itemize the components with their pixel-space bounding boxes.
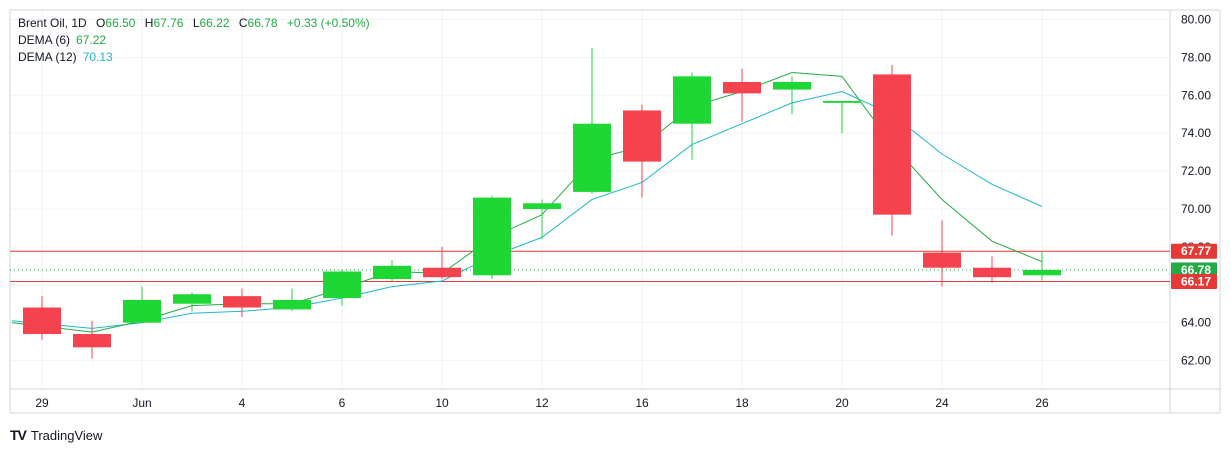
candle-body (23, 307, 61, 335)
price-level-label: 67.77 (1181, 244, 1211, 258)
candle-body (523, 203, 561, 209)
x-tick-label: 29 (35, 396, 49, 410)
brand-name: TradingView (30, 427, 103, 443)
candle-body (1023, 269, 1061, 276)
legend-c-label: C (238, 16, 248, 30)
y-tick-label: 64.00 (1181, 316, 1211, 330)
x-tick-label: 20 (835, 396, 849, 410)
candle-body (273, 299, 311, 310)
x-tick-label: 26 (1035, 396, 1049, 410)
y-tick-label: 72.00 (1181, 164, 1211, 178)
legend-o-value: 66.50 (105, 16, 136, 30)
x-tick-label: 24 (935, 396, 949, 410)
x-tick-label: 10 (435, 396, 449, 410)
price-level-badge (1171, 243, 1217, 259)
candle-body (673, 76, 711, 124)
legend-dema12-label: DEMA (12) (18, 50, 77, 64)
y-tick-label: 78.00 (1181, 50, 1211, 64)
candle-body (73, 334, 111, 348)
candle-body (173, 294, 211, 304)
legend-h-value: 67.76 (153, 16, 184, 30)
x-tick-label: 4 (239, 396, 246, 410)
candle-body (623, 110, 661, 162)
chart-legend: Brent Oil, 1D O66.50 H67.76 L66.22 C66.7… (18, 15, 370, 66)
candle-body (573, 123, 611, 192)
legend-l-label: L (192, 16, 200, 30)
legend-dema12-value: 70.13 (82, 50, 113, 64)
legend-symbol: Brent Oil, 1D (18, 16, 87, 30)
x-tick-label: 16 (635, 396, 649, 410)
legend-ohlc-row: Brent Oil, 1D O66.50 H67.76 L66.22 C66.7… (18, 15, 370, 32)
y-tick-label: 76.00 (1181, 88, 1211, 102)
x-tick-label: 12 (535, 396, 549, 410)
legend-h-label: H (144, 16, 154, 30)
candle-body (873, 74, 911, 215)
candle-body (373, 265, 411, 280)
legend-l-value: 66.22 (199, 16, 230, 30)
y-tick-label: 80.00 (1181, 12, 1211, 26)
candle-body (423, 267, 461, 278)
candle-body (723, 82, 761, 94)
price-level-badge (1171, 262, 1217, 278)
x-tick-label: 18 (735, 396, 749, 410)
candle-body (823, 100, 861, 103)
legend-dema12-row: DEMA (12) 70.13 (18, 49, 370, 66)
candle-body (773, 82, 811, 90)
candle-body (223, 296, 261, 308)
tradingview-brand[interactable]: TV TradingView (10, 427, 102, 443)
candle-body (923, 252, 961, 268)
legend-dema6-label: DEMA (6) (18, 33, 71, 47)
candle-body (323, 271, 361, 299)
price-level-label: 66.78 (1181, 263, 1211, 277)
legend-dema6-row: DEMA (6) 67.22 (18, 32, 370, 49)
candle-body (123, 299, 161, 323)
price-level-label: 66.17 (1181, 275, 1211, 289)
candle-body (473, 197, 511, 276)
x-tick-label: Jun (132, 396, 151, 410)
y-tick-label: 62.00 (1181, 354, 1211, 368)
tradingview-logo-icon: TV (10, 427, 27, 443)
x-tick-label: 6 (339, 396, 346, 410)
candle-body (973, 267, 1011, 278)
y-tick-label: 74.00 (1181, 126, 1211, 140)
legend-c-value: 66.78 (247, 16, 278, 30)
legend-o-label: O (96, 16, 106, 30)
price-level-badge (1171, 274, 1217, 290)
legend-dema6-value: 67.22 (76, 33, 107, 47)
legend-change: +0.33 (+0.50%) (286, 16, 370, 30)
y-tick-label: 70.00 (1181, 202, 1211, 216)
